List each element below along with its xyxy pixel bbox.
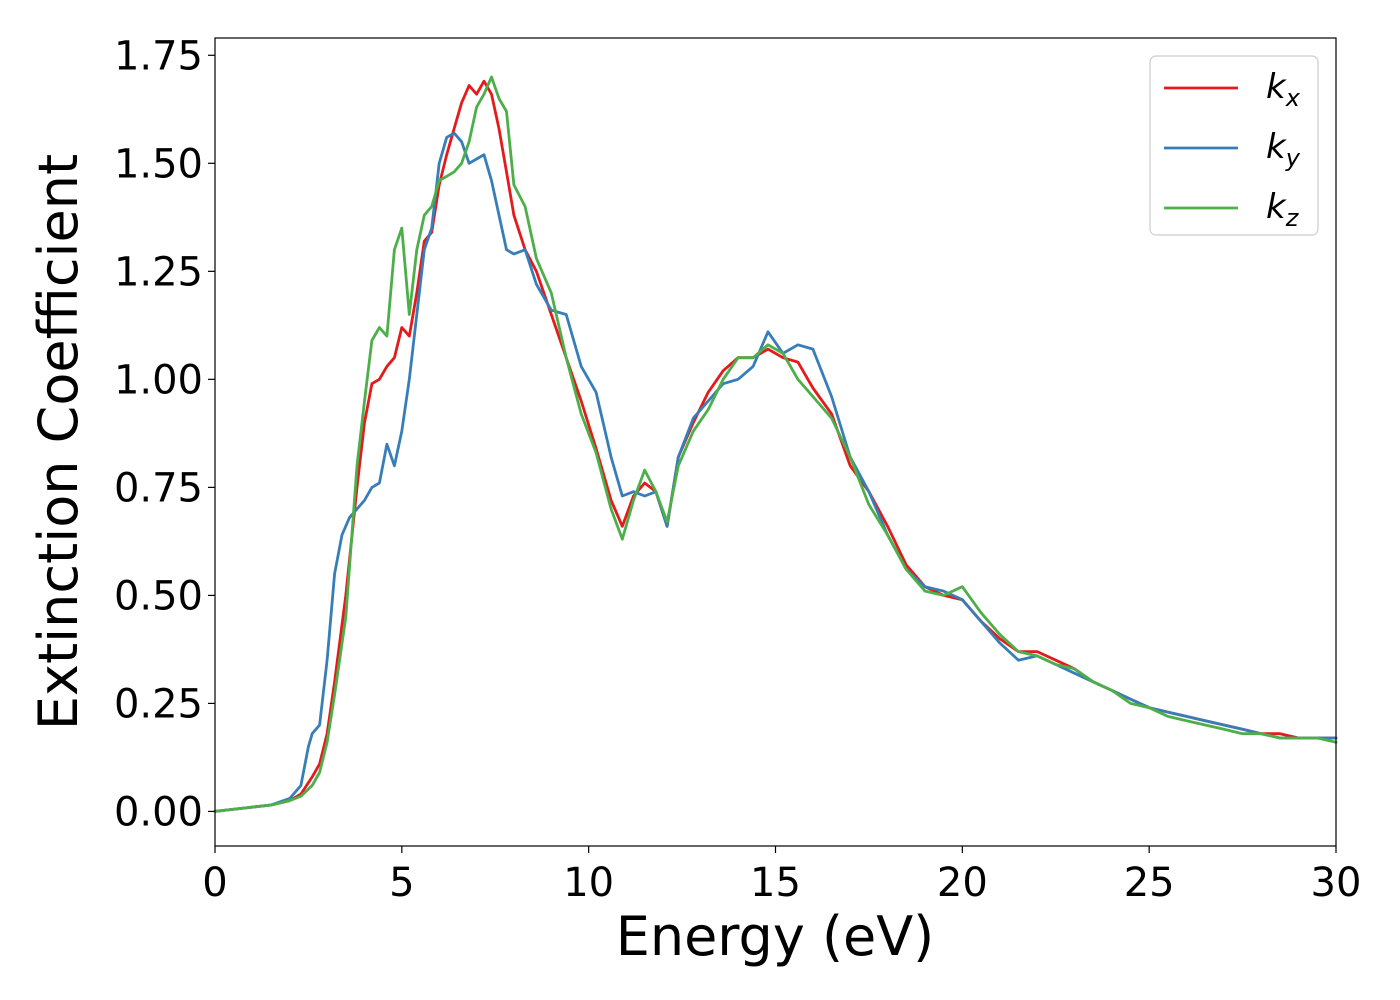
y-tick-label: 0.50 <box>114 573 203 619</box>
legend-box <box>1149 55 1319 236</box>
plot-area <box>215 38 1336 846</box>
y-tick-label: 1.75 <box>114 33 203 79</box>
x-tick-label: 30 <box>1311 860 1362 906</box>
y-tick-label: 1.00 <box>114 357 203 403</box>
x-tick-label: 5 <box>389 860 414 906</box>
series-line-y <box>213 131 1338 813</box>
y-axis: 0.00 0.25 0.50 0.75 1.00 1.25 1.50 1.75 <box>114 33 215 835</box>
x-tick-label: 25 <box>1124 860 1175 906</box>
x-tick-label: 20 <box>937 860 988 906</box>
legend-label-y: ky <box>1266 127 1301 172</box>
y-tick-label: 1.25 <box>114 249 203 295</box>
legend-label-z: kz <box>1266 187 1300 232</box>
x-axis: 0 5 10 15 20 25 30 <box>202 846 1361 906</box>
legend-label-x: kx <box>1266 67 1301 112</box>
x-tick-label: 10 <box>563 860 614 906</box>
y-tick-label: 0.75 <box>114 465 203 511</box>
y-tick-label: 0.00 <box>114 789 203 835</box>
x-tick-label: 0 <box>202 860 227 906</box>
x-axis-title: Energy (eV) <box>616 905 935 968</box>
series-line-z <box>213 75 1338 813</box>
y-axis-title: Extinction Coefficient <box>27 154 90 730</box>
y-tick-label: 1.50 <box>114 141 203 187</box>
series-layer <box>213 75 1338 813</box>
y-tick-label: 0.25 <box>114 681 203 727</box>
x-tick-label: 15 <box>750 860 801 906</box>
legend: kx ky kz <box>1149 55 1319 236</box>
